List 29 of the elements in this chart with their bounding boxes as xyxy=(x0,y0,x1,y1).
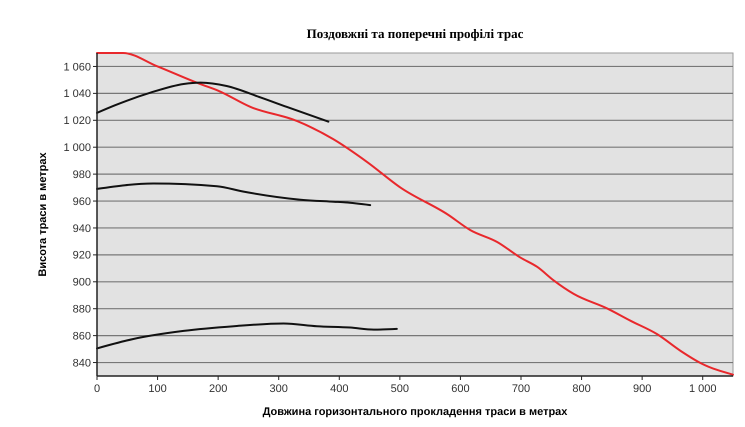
x-tick-label: 400 xyxy=(330,383,348,395)
x-tick-label: 200 xyxy=(208,383,228,395)
x-tick-label: 600 xyxy=(451,383,470,395)
x-tick-label: 300 xyxy=(270,383,288,395)
x-tick-label: 100 xyxy=(148,383,167,395)
y-tick-label: 840 xyxy=(72,357,91,370)
y-tick-label: 1 060 xyxy=(63,61,91,74)
x-tick-label: 900 xyxy=(632,383,652,395)
y-tick-label: 880 xyxy=(72,304,91,316)
x-tick-label: 800 xyxy=(572,383,591,395)
y-tick-label: 920 xyxy=(72,250,91,262)
chart-title: Поздовжні та поперечні профілі трас xyxy=(306,26,524,41)
y-axis-title: Висота траси в метрах xyxy=(37,151,49,277)
y-tick-label: 960 xyxy=(72,196,91,208)
y-tick-label: 1 020 xyxy=(63,115,91,128)
x-tick-label: 500 xyxy=(390,383,410,395)
x-tick-label: 1 000 xyxy=(688,383,716,395)
y-tick-label: 900 xyxy=(72,276,91,289)
y-tick-label: 980 xyxy=(72,168,91,181)
y-tick-label: 1 000 xyxy=(63,142,91,154)
x-tick-label: 0 xyxy=(94,383,100,395)
line-series xyxy=(96,182,372,206)
x-axis-title: Довжина горизонтального прокладення траси в метрах xyxy=(262,406,568,418)
y-tick-label: 1 040 xyxy=(63,88,91,100)
y-tick-label: 860 xyxy=(72,330,91,342)
y-tick-label: 940 xyxy=(72,222,91,235)
line-series xyxy=(96,322,398,350)
line-series xyxy=(96,82,330,123)
x-tick-label: 700 xyxy=(512,383,530,395)
